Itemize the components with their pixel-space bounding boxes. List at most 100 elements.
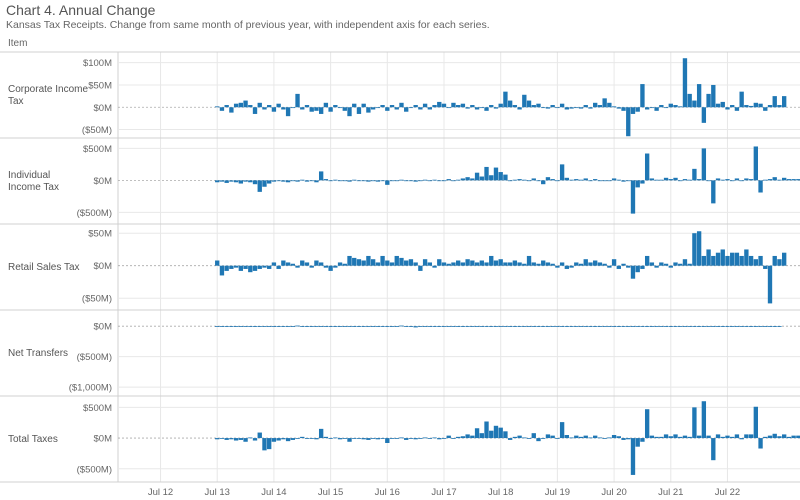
bar (635, 438, 640, 447)
bar (342, 326, 347, 327)
bar (720, 249, 725, 266)
bar (474, 262, 480, 266)
bar (342, 438, 347, 439)
bar (753, 406, 758, 439)
bar (748, 255, 754, 266)
bar (366, 438, 371, 440)
bar (446, 179, 451, 181)
bar (607, 437, 612, 439)
bar (252, 438, 258, 441)
bar (522, 179, 527, 181)
bar (493, 260, 499, 266)
bar (545, 262, 551, 266)
bar (229, 326, 234, 327)
bar (668, 265, 673, 268)
bar (252, 265, 258, 271)
bar (361, 103, 366, 108)
bar (248, 180, 253, 183)
bar (437, 259, 442, 266)
bar (517, 262, 522, 266)
bar (489, 105, 494, 108)
bar (375, 326, 381, 327)
bar (370, 326, 376, 327)
bar (219, 107, 225, 111)
bar (555, 438, 560, 439)
bar (748, 105, 754, 108)
bar (229, 180, 234, 182)
bar (267, 326, 272, 327)
bar (545, 107, 551, 109)
bar (715, 434, 721, 439)
bar (503, 262, 508, 266)
bar (597, 262, 603, 266)
bar (399, 437, 404, 439)
bar (649, 178, 655, 181)
bar (616, 326, 621, 327)
bar (465, 107, 470, 109)
bar (215, 326, 220, 327)
bar (687, 179, 692, 181)
bar (517, 326, 522, 327)
bar (333, 437, 338, 439)
bar (578, 263, 584, 266)
bar (564, 107, 570, 110)
bar (512, 260, 518, 266)
bar (285, 262, 291, 266)
bar (663, 107, 669, 109)
y-tick-label: ($50M) (82, 294, 112, 305)
bar (271, 180, 277, 182)
bar (649, 435, 655, 439)
bar (224, 180, 229, 183)
bar (711, 326, 716, 327)
bar (630, 326, 636, 327)
bar (470, 260, 475, 266)
bar (559, 422, 565, 439)
bar (271, 107, 277, 112)
bar (300, 107, 305, 110)
bar (290, 326, 295, 327)
bar (701, 148, 707, 181)
bar (541, 438, 546, 439)
bar (441, 180, 447, 182)
bar (640, 84, 645, 108)
bar (328, 265, 333, 271)
bar (243, 265, 248, 269)
bar (659, 436, 664, 439)
bar (498, 427, 503, 439)
bar (498, 259, 503, 266)
bar (418, 438, 423, 439)
bar (559, 164, 565, 181)
bar (526, 180, 532, 182)
bar (663, 263, 669, 266)
bar (441, 262, 447, 266)
bar (711, 180, 716, 204)
bar (408, 107, 414, 109)
bar (356, 326, 362, 327)
bar (252, 180, 258, 185)
bar (352, 326, 357, 327)
bar (763, 265, 768, 269)
bar (281, 326, 286, 327)
bar (593, 326, 598, 327)
bar (489, 326, 494, 327)
bar (323, 102, 329, 108)
bar (777, 436, 782, 439)
bar (711, 255, 716, 266)
bar (734, 107, 740, 111)
bar (413, 438, 418, 440)
bar (626, 180, 631, 182)
bar (730, 326, 735, 327)
y-tick-label: $0M (94, 434, 113, 445)
bar (574, 326, 579, 327)
bar (337, 438, 343, 440)
bar (536, 263, 541, 266)
bar (295, 93, 300, 108)
bar (484, 421, 489, 439)
bar (692, 407, 697, 439)
bar (233, 180, 239, 183)
bar (229, 265, 234, 269)
bar (285, 180, 291, 183)
bar (635, 265, 640, 273)
bar (583, 435, 588, 439)
bar (219, 180, 225, 182)
